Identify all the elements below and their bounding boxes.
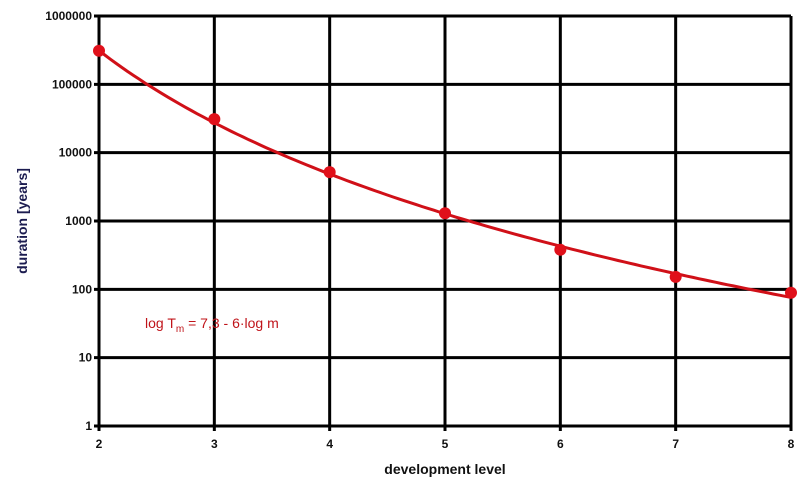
y-tick-label: 10: [79, 351, 93, 365]
grid: [94, 14, 793, 431]
y-tick-label: 1000000: [45, 9, 92, 23]
x-tick-labels: 2 3 4 5 6 7 8: [96, 437, 795, 451]
x-axis-label: development level: [384, 461, 505, 477]
data-point: [208, 113, 221, 126]
y-tick-label: 10000: [59, 146, 93, 160]
x-tick-label: 4: [326, 437, 333, 451]
y-tick-label: 1000: [65, 214, 92, 228]
x-tick-label: 7: [672, 437, 679, 451]
data-point: [669, 270, 682, 283]
formula-annotation: log Tm = 7,3 - 6·log m: [145, 315, 279, 335]
y-axis-label: duration [years]: [14, 168, 30, 274]
x-tick-label: 6: [557, 437, 564, 451]
x-tick-label: 3: [211, 437, 218, 451]
x-tick-label: 2: [96, 437, 103, 451]
y-tick-labels: 1 10 100 1000 10000 100000 1000000: [45, 9, 92, 433]
data-points: [93, 44, 797, 299]
data-point: [785, 286, 797, 299]
data-point: [323, 166, 336, 179]
y-tick-label: 100: [72, 282, 92, 296]
x-tick-label: 8: [788, 437, 795, 451]
data-point: [93, 44, 105, 57]
y-tick-label: 100000: [52, 77, 92, 91]
x-tick-label: 5: [442, 437, 449, 451]
data-point: [439, 207, 451, 220]
data-point: [554, 243, 567, 256]
y-tick-label: 1: [85, 419, 92, 433]
